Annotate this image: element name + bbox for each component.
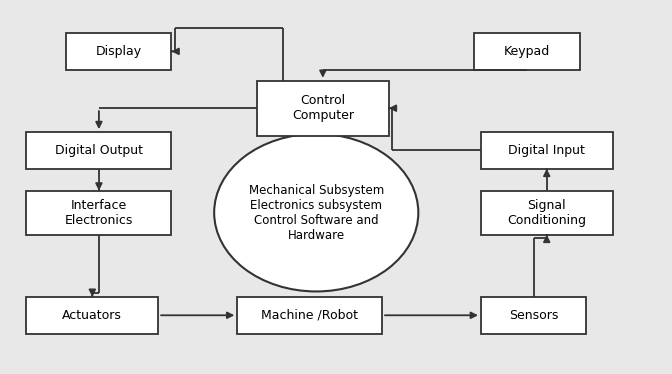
Text: Digital Output: Digital Output	[55, 144, 143, 157]
Text: Signal
Conditioning: Signal Conditioning	[507, 199, 586, 227]
FancyBboxPatch shape	[237, 297, 382, 334]
Text: Machine /Robot: Machine /Robot	[261, 309, 358, 322]
FancyBboxPatch shape	[481, 191, 613, 234]
Ellipse shape	[214, 134, 418, 291]
FancyBboxPatch shape	[474, 33, 580, 70]
Text: Control
Computer: Control Computer	[292, 94, 354, 122]
FancyBboxPatch shape	[66, 33, 171, 70]
FancyBboxPatch shape	[481, 297, 586, 334]
FancyBboxPatch shape	[26, 132, 171, 169]
FancyBboxPatch shape	[257, 81, 388, 136]
Text: Keypad: Keypad	[504, 45, 550, 58]
FancyBboxPatch shape	[481, 132, 613, 169]
Text: Interface
Electronics: Interface Electronics	[65, 199, 133, 227]
FancyBboxPatch shape	[26, 297, 158, 334]
Text: Digital Input: Digital Input	[508, 144, 585, 157]
FancyBboxPatch shape	[26, 191, 171, 234]
Text: Actuators: Actuators	[62, 309, 122, 322]
Text: Sensors: Sensors	[509, 309, 558, 322]
Text: Display: Display	[95, 45, 142, 58]
Text: Mechanical Subsystem
Electronics subsystem
Control Software and
Hardware: Mechanical Subsystem Electronics subsyst…	[249, 184, 384, 242]
